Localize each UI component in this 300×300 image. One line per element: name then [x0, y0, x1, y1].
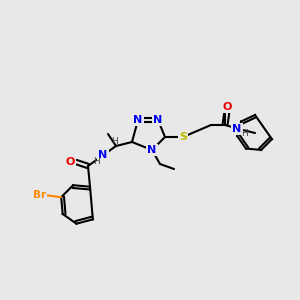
Text: S: S [179, 132, 187, 142]
Text: H: H [111, 136, 117, 146]
Text: Br: Br [33, 190, 46, 200]
Text: N: N [232, 124, 242, 134]
Text: N: N [134, 115, 142, 125]
Text: H: H [94, 157, 100, 166]
Text: H: H [241, 130, 248, 139]
Text: N: N [153, 115, 163, 125]
Text: O: O [65, 157, 75, 167]
Text: N: N [147, 145, 157, 155]
Text: N: N [98, 150, 108, 160]
Text: O: O [222, 102, 232, 112]
